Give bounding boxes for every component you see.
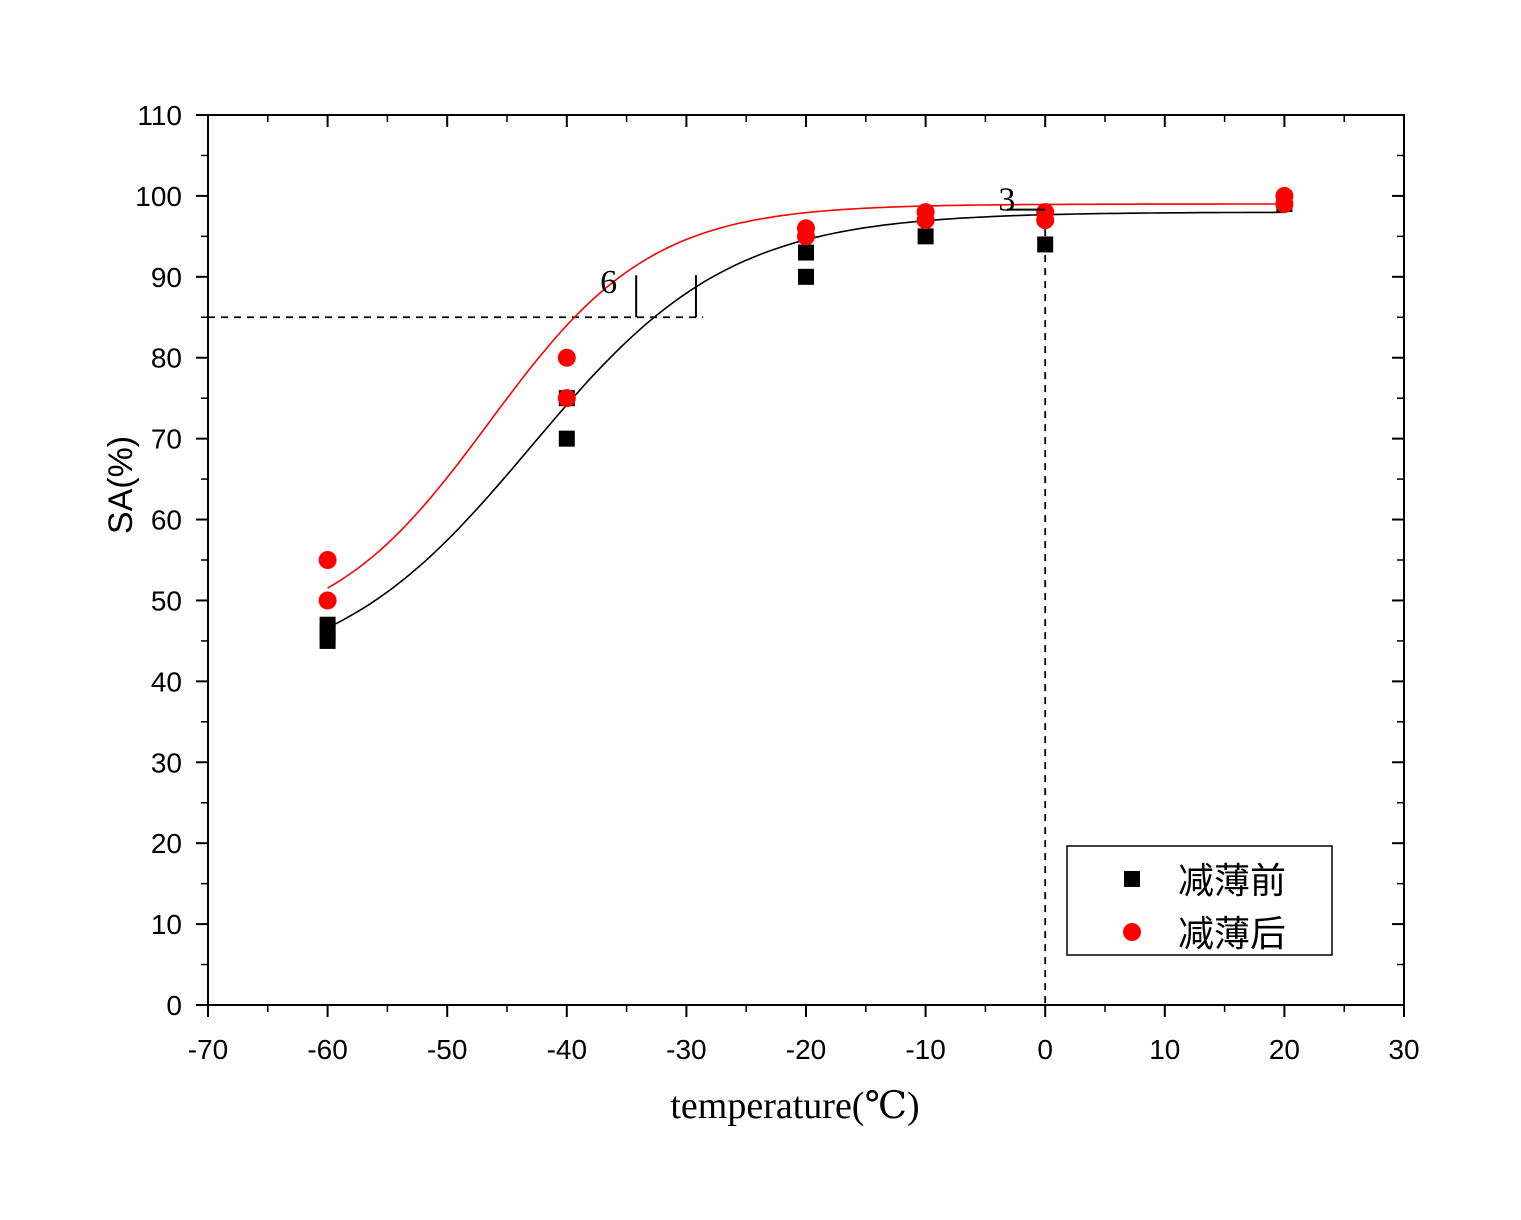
point-before xyxy=(917,228,934,245)
y-tick-label: 50 xyxy=(151,585,182,616)
y-tick-label: 90 xyxy=(151,262,182,293)
fit-curve-after xyxy=(327,203,1285,589)
y-tick-label: 40 xyxy=(151,666,182,697)
point-before xyxy=(798,244,814,261)
x-axis-title: temperature(℃) xyxy=(670,1085,919,1127)
annotations: 63 xyxy=(600,181,1046,318)
x-tick-label: -10 xyxy=(905,1034,945,1065)
legend-marker-before xyxy=(1124,871,1140,887)
axes: -70 -60 -50 -40 -30 -20 -10 0 10 20 30 0 10 20 30 40 50 6… xyxy=(135,100,1419,1065)
x-tick-label: -40 xyxy=(547,1034,587,1065)
point-after xyxy=(797,219,815,238)
point-before xyxy=(558,430,575,447)
annotation-label: 3 xyxy=(998,181,1015,218)
reference-lines xyxy=(208,216,1047,1005)
y-tick-label: 20 xyxy=(151,828,182,859)
x-tick-label: -60 xyxy=(307,1034,347,1065)
x-tick-label: -70 xyxy=(188,1034,228,1065)
y-tick-label: 80 xyxy=(151,343,182,374)
point-after xyxy=(557,389,576,408)
y-tick-label: 10 xyxy=(151,909,182,940)
y-tick-label: 70 xyxy=(151,424,182,455)
x-tick-label: 10 xyxy=(1149,1034,1180,1065)
legend-marker-after xyxy=(1123,923,1141,941)
y-tick-label: 60 xyxy=(151,505,182,536)
y-axis-title: SA(%) xyxy=(102,436,140,534)
y-tick-label: 0 xyxy=(166,990,182,1021)
point-after xyxy=(318,591,337,610)
legend-label-before: 减薄前 xyxy=(1178,861,1286,902)
legend: 减薄前 减薄后 xyxy=(1066,845,1333,956)
point-before xyxy=(319,616,336,633)
y-tick-label: 100 xyxy=(135,181,182,212)
point-before xyxy=(1037,236,1054,253)
point-after xyxy=(1036,203,1055,222)
x-tick-label: -20 xyxy=(786,1034,826,1065)
point-after xyxy=(557,348,576,367)
legend-label-after: 减薄后 xyxy=(1178,914,1286,955)
point-before xyxy=(798,268,814,285)
fit-curves xyxy=(327,203,1285,629)
point-after xyxy=(916,203,935,222)
legend-box xyxy=(1066,845,1333,956)
point-after xyxy=(318,551,337,569)
data-points xyxy=(318,186,1294,649)
y-tick-label: 110 xyxy=(137,100,182,131)
point-after xyxy=(1275,186,1294,205)
x-tick-label: 0 xyxy=(1037,1034,1053,1065)
x-tick-label: -50 xyxy=(427,1034,467,1065)
annotation-label: 6 xyxy=(600,264,617,301)
y-tick-label: 30 xyxy=(151,747,182,778)
x-tick-label: -30 xyxy=(666,1034,706,1065)
x-tick-label: 20 xyxy=(1269,1034,1300,1065)
x-tick-label: 30 xyxy=(1388,1034,1419,1065)
